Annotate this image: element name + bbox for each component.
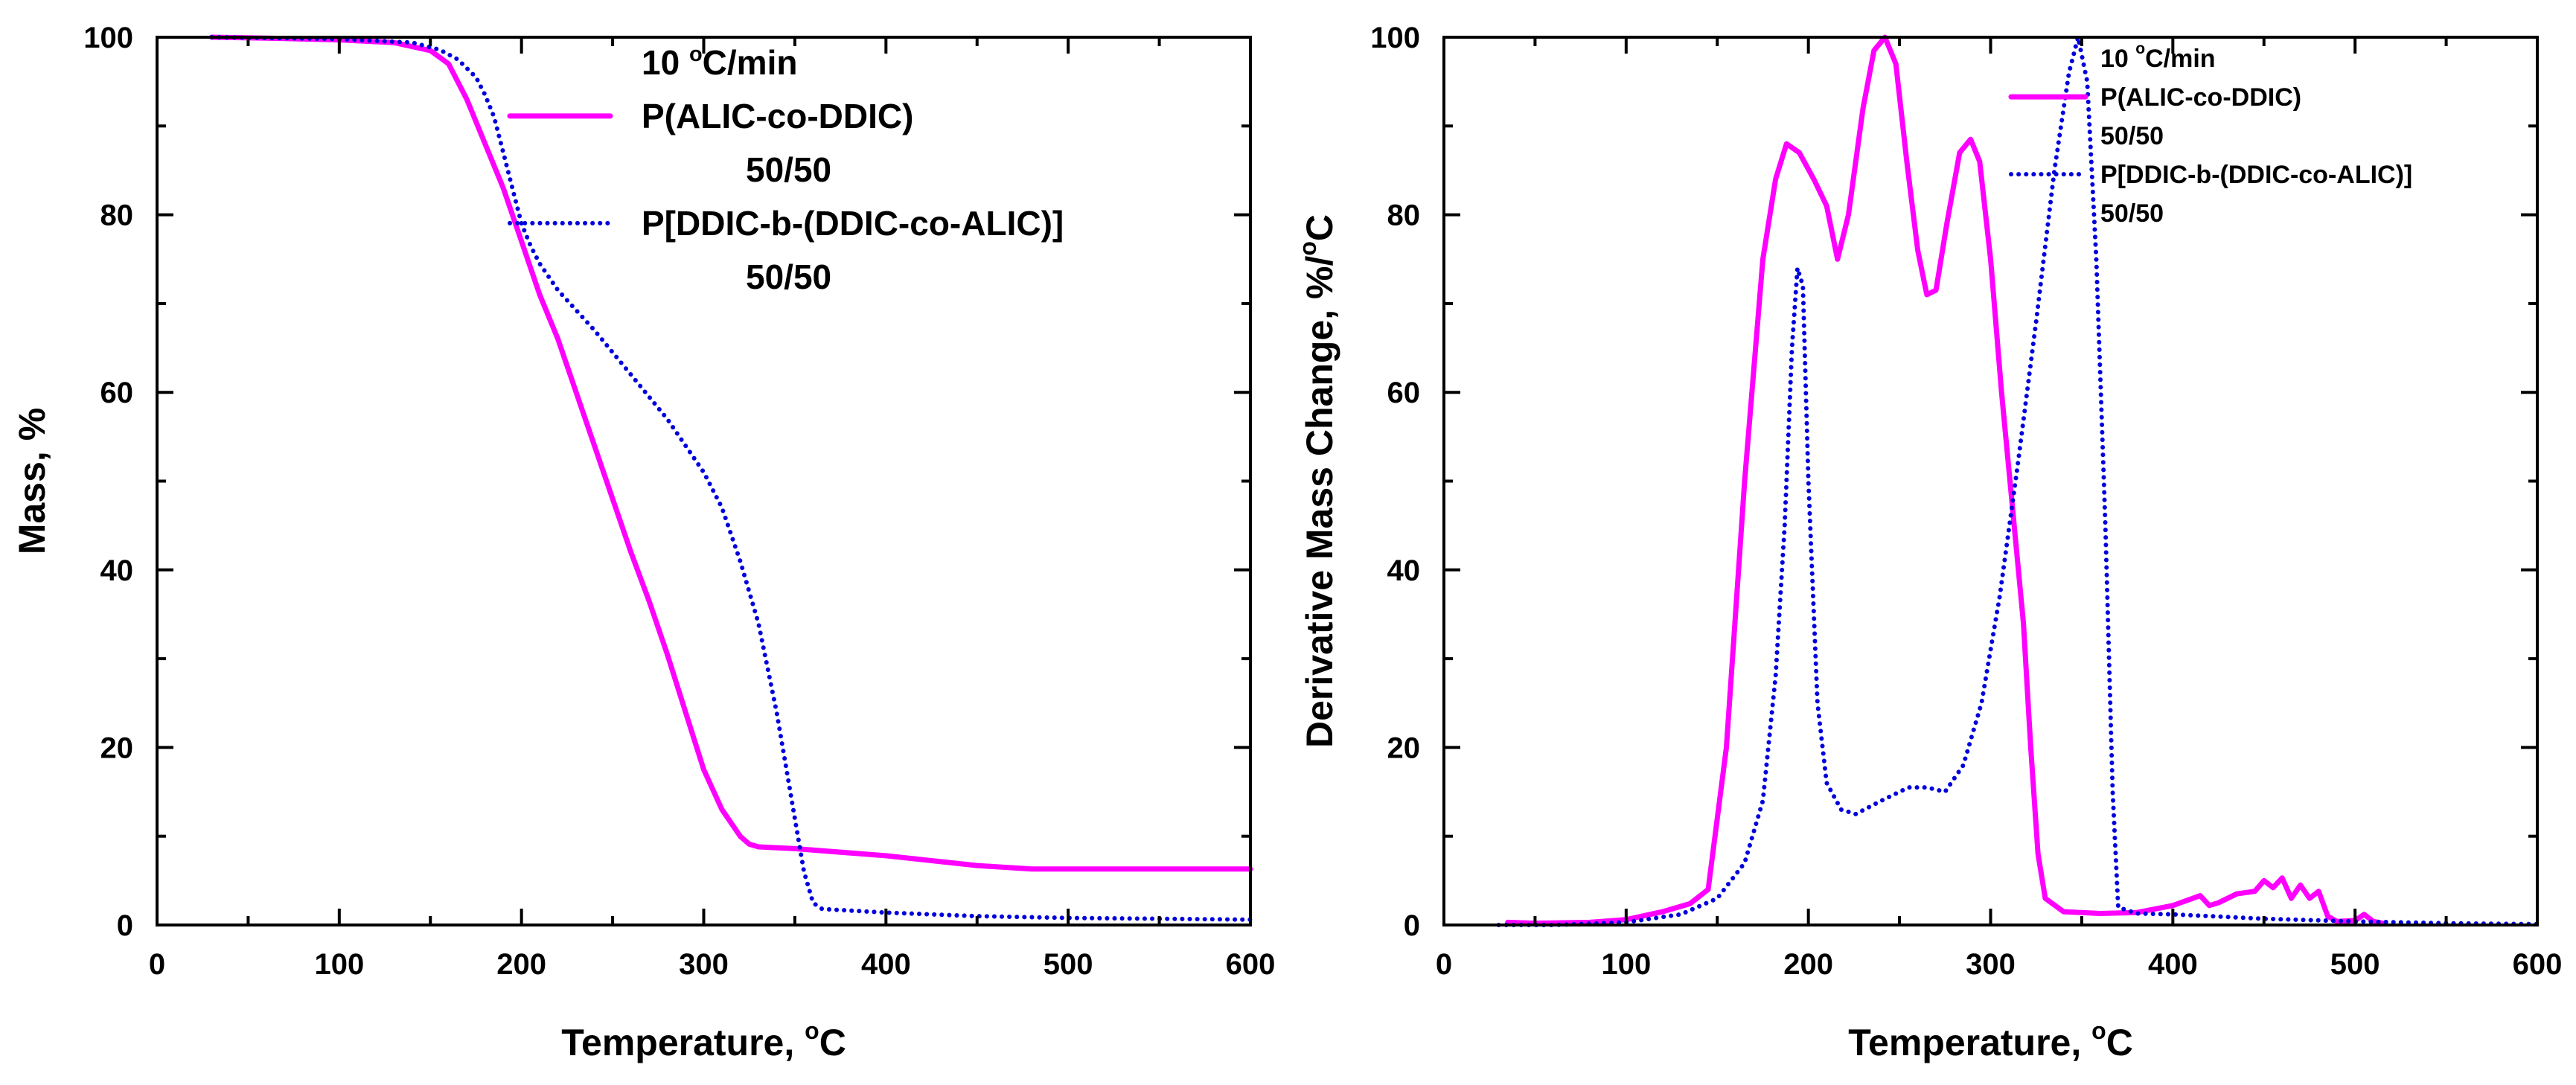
legend: 10 oC/min P(ALIC-co-DDIC) 50/50 P[DDIC-b-(D… <box>2008 40 2412 228</box>
y-tick-label: 40 <box>100 554 134 587</box>
legend-rate-unit: C/min <box>2145 45 2215 73</box>
x-tick-label: 400 <box>2148 948 2198 981</box>
x-axis-label-text: Temperature, <box>1848 1022 2091 1063</box>
plot-frame <box>156 36 1252 926</box>
legend-rate-value: 10 <box>642 43 689 82</box>
y-tick-label: 20 <box>1387 732 1421 764</box>
y-tick-label: 100 <box>83 22 133 54</box>
legend-rate-degree: o <box>689 42 703 66</box>
x-tick-label: 600 <box>2513 948 2563 981</box>
chart-panel-1: 0 100 200 300 400 500 600 0 20 40 60 80 100 Temperatu… <box>11 22 1275 1063</box>
y-tick-label: 0 <box>117 909 133 942</box>
x-axis-label-degree: o <box>2091 1017 2106 1044</box>
x-tick-label: 0 <box>149 948 165 981</box>
series-line-p-ddic-b-ddic-co-alic <box>209 35 1253 922</box>
legend-entry-ratio: 50/50 <box>746 150 831 189</box>
x-tick-label: 300 <box>1966 948 2016 981</box>
legend-entry-label: P(ALIC-co-DDIC) <box>2100 83 2301 112</box>
series-line-p-alic-co-ddic <box>208 34 1253 872</box>
x-tick-label: 0 <box>1436 948 1452 981</box>
x-tick-label: 200 <box>1783 948 1833 981</box>
x-axis-label-unit: C <box>2106 1022 2133 1063</box>
x-axis-label-degree: o <box>805 1017 819 1044</box>
y-tick-label: 80 <box>100 199 134 232</box>
legend-entry-ratio: 50/50 <box>746 257 831 296</box>
legend-entry-label: P(ALIC-co-DDIC) <box>642 97 913 135</box>
legend-rate-value: 10 <box>2100 45 2135 73</box>
y-axis-label-unit: C <box>1299 214 1340 241</box>
legend-heating-rate: 10 oC/min <box>642 42 797 82</box>
x-axis-label-text: Temperature, <box>561 1022 805 1063</box>
y-axis-label-text: Derivative Mass Change, %/ <box>1299 256 1340 748</box>
x-axis-label: Temperature, oC <box>561 1017 846 1063</box>
y-tick-label: 20 <box>100 732 134 764</box>
x-tick-label: 200 <box>496 948 546 981</box>
legend-entry-label: P[DDIC-b-(DDIC-co-ALIC)] <box>642 204 1064 243</box>
legend-entry-ratio: 50/50 <box>2100 199 2164 228</box>
x-tick-label: 500 <box>1043 948 1093 981</box>
chart-panel-2: 0 100 200 300 400 500 600 0 20 40 60 80 100 Temperatu… <box>1294 22 2562 1063</box>
x-tick-label: 600 <box>1226 948 1276 981</box>
series-line-p-alic-co-ddic <box>1505 34 2385 926</box>
x-tick-label: 300 <box>679 948 729 981</box>
y-tick-label: 80 <box>1387 199 1421 232</box>
y-axis-label: Mass, % <box>11 408 53 554</box>
y-tick-label: 60 <box>1387 377 1421 409</box>
legend-entry-ratio: 50/50 <box>2100 122 2164 150</box>
x-tick-label: 100 <box>314 948 364 981</box>
x-axis-label: Temperature, oC <box>1848 1017 2133 1063</box>
y-axis-label-text: Mass, % <box>11 408 53 554</box>
y-tick-label: 100 <box>1370 22 1420 54</box>
x-axis-label-unit: C <box>819 1022 846 1063</box>
y-tick-label: 0 <box>1404 909 1420 942</box>
legend-rate-degree: o <box>2135 40 2145 57</box>
y-axis-label-degree: o <box>1294 241 1321 256</box>
legend: 10 oC/min P(ALIC-co-DDIC) 50/50 P[DDIC-b-(D… <box>507 42 1064 296</box>
y-tick-label: 40 <box>1387 554 1421 587</box>
x-tick-label: 100 <box>1601 948 1651 981</box>
y-tick-label: 60 <box>100 377 134 409</box>
x-tick-label: 500 <box>2330 948 2380 981</box>
x-tick-label: 400 <box>861 948 911 981</box>
legend-entry-label: P[DDIC-b-(DDIC-co-ALIC)] <box>2100 161 2412 189</box>
legend-rate-unit: C/min <box>703 43 798 82</box>
legend-heating-rate: 10 oC/min <box>2100 40 2216 73</box>
y-axis-label: Derivative Mass Change, %/oC <box>1294 214 1340 748</box>
